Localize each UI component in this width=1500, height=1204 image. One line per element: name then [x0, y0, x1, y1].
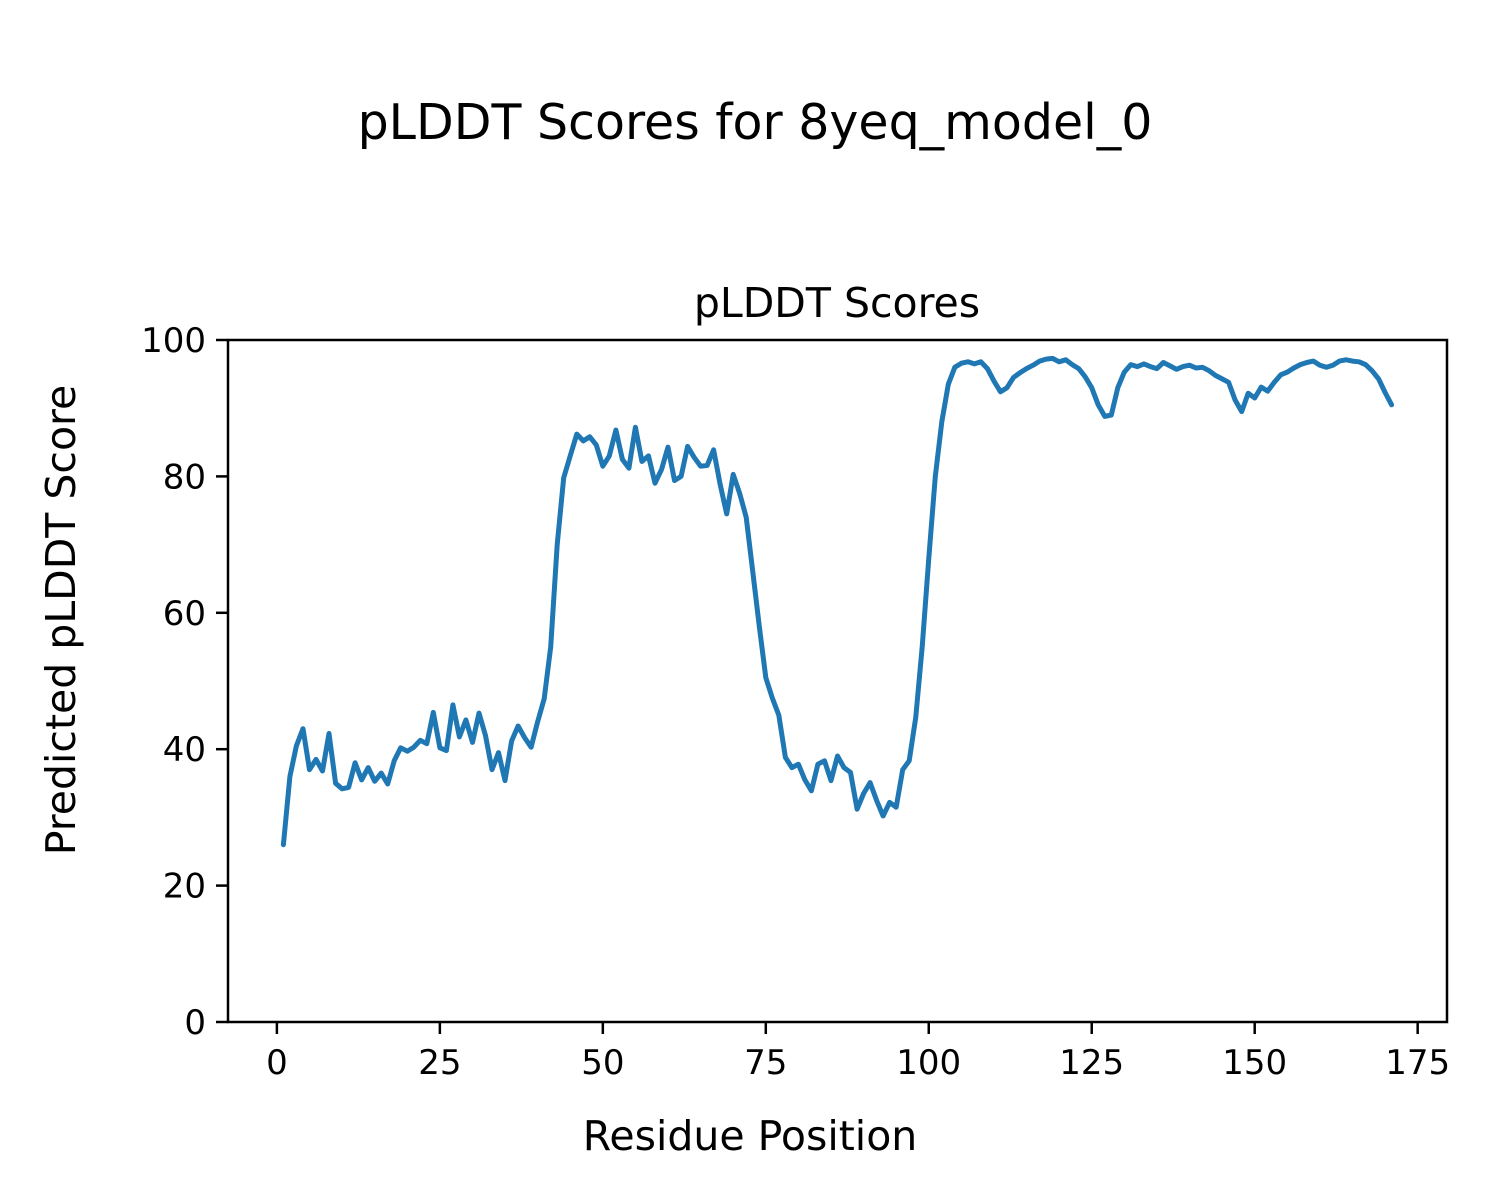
y-tick-label: 60 — [163, 594, 206, 634]
axes-title: pLDDT Scores — [694, 279, 980, 327]
x-tick-label: 25 — [418, 1043, 461, 1083]
x-tick-label: 150 — [1222, 1043, 1287, 1083]
x-tick-label: 125 — [1059, 1043, 1124, 1083]
x-tick-label: 100 — [896, 1043, 961, 1083]
y-tick-label: 80 — [163, 457, 206, 497]
x-tick-label: 175 — [1385, 1043, 1450, 1083]
y-tick-label: 40 — [163, 730, 206, 770]
axes-spines — [226, 338, 1449, 1024]
y-tick-label: 100 — [141, 321, 206, 361]
y-tick-label: 20 — [163, 867, 206, 907]
y-tick-label: 0 — [184, 1003, 206, 1043]
x-tick-label: 75 — [744, 1043, 787, 1083]
x-tick-label: 50 — [581, 1043, 624, 1083]
x-axis-label: Residue Position — [583, 1112, 918, 1160]
axis-ticks: 0 25 50 75 100 125 150 175 0 20 40 60 80 100 — [141, 321, 1450, 1083]
x-tick-label: 0 — [266, 1043, 288, 1083]
figure-title: pLDDT Scores for 8yeq_model_0 — [358, 94, 1153, 151]
plddt-line-series — [280, 355, 1395, 848]
y-axis-label: Predicted pLDDT Score — [37, 385, 85, 855]
